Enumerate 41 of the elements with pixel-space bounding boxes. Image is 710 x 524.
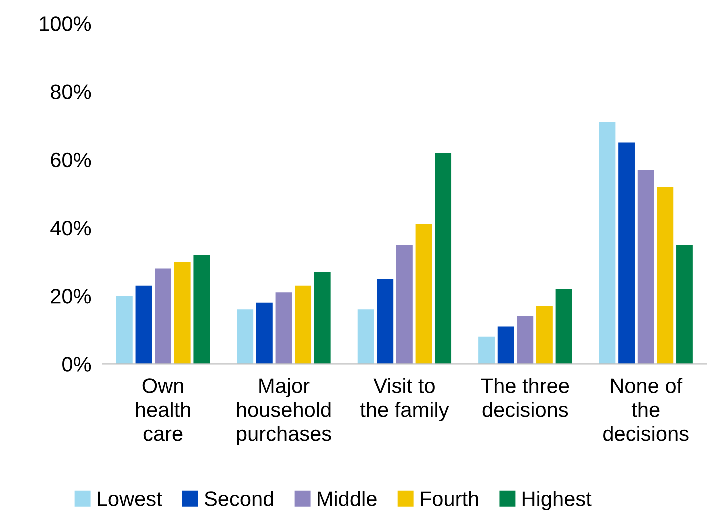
bar [618, 142, 635, 364]
bar [435, 153, 452, 364]
bar [136, 286, 152, 364]
bar [478, 336, 495, 364]
bar [194, 255, 210, 364]
bar [237, 310, 254, 364]
legend-label: Middle [318, 491, 377, 506]
bar [155, 268, 172, 364]
bar [556, 289, 572, 364]
x-tick-label: None of the decisions [604, 378, 689, 442]
bar [676, 244, 693, 364]
y-tick-label: 20% [51, 289, 92, 304]
bar [638, 170, 654, 364]
x-tick-label: The three decisions [481, 378, 570, 418]
legend-label: Highest [522, 491, 592, 510]
x-tick-label: Visit to the family [360, 378, 450, 422]
bar [377, 279, 394, 364]
bar [116, 296, 133, 364]
y-tick-label: 40% [50, 220, 92, 236]
bar [416, 224, 432, 364]
bar [256, 302, 273, 364]
bar [276, 292, 292, 364]
bar [599, 122, 616, 364]
x-tick-label: Major household purchases [237, 378, 332, 446]
legend-label: Second [204, 491, 274, 506]
legend-label: Fourth [421, 491, 478, 506]
bar [536, 306, 553, 364]
bar [657, 187, 674, 364]
y-tick-label: 60% [51, 152, 92, 168]
bar [174, 262, 191, 364]
bar [358, 310, 374, 364]
y-tick-label: 80% [51, 84, 92, 100]
y-tick-label: 0% [62, 357, 92, 372]
bar [517, 316, 534, 364]
x-tick-label: Own health care [136, 378, 190, 442]
legend-label: Lowest [98, 492, 162, 506]
bar [314, 272, 331, 364]
y-tick-label: 100% [40, 16, 92, 32]
bar [396, 244, 413, 364]
bar [295, 286, 312, 364]
bar [498, 326, 514, 364]
